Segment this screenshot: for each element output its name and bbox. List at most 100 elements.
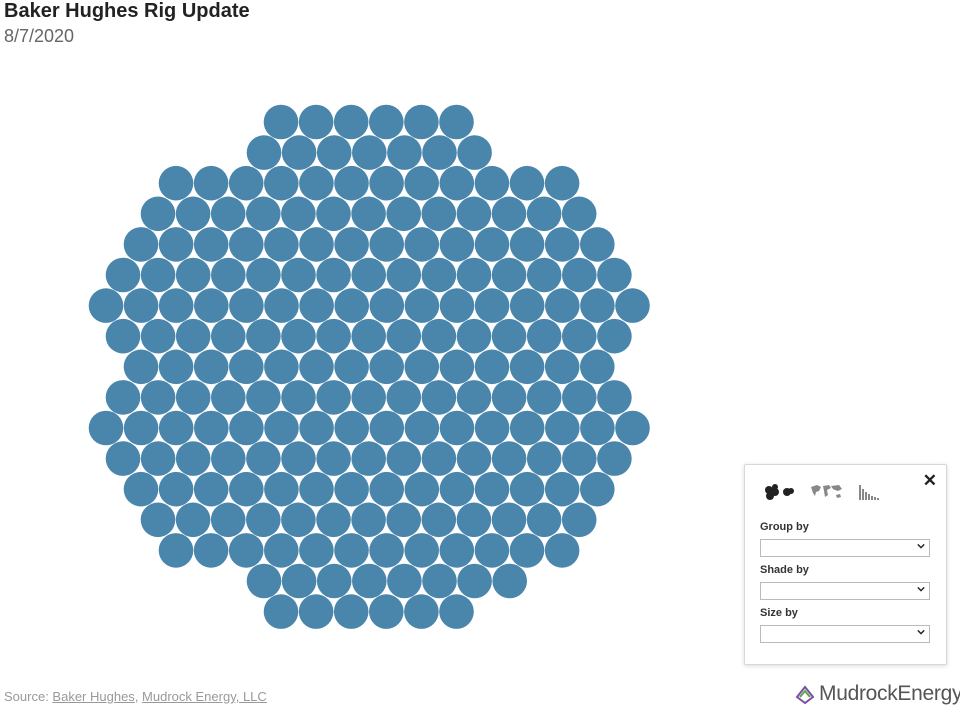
bubble[interactable] xyxy=(544,165,580,201)
bubble[interactable] xyxy=(123,471,159,507)
bubble[interactable] xyxy=(264,349,299,385)
bubble[interactable] xyxy=(334,227,369,262)
bubble[interactable] xyxy=(246,318,281,354)
bubble[interactable] xyxy=(175,380,211,415)
source-link-baker-hughes[interactable]: Baker Hughes xyxy=(52,689,135,704)
bubble[interactable] xyxy=(105,318,141,354)
bubble[interactable] xyxy=(140,257,176,293)
bubble[interactable] xyxy=(439,594,474,629)
bubble[interactable] xyxy=(369,349,405,385)
bubble[interactable] xyxy=(193,165,229,201)
bubble[interactable] xyxy=(334,410,370,446)
bubble[interactable] xyxy=(123,349,159,385)
bubble[interactable] xyxy=(509,227,545,262)
bubble[interactable] xyxy=(264,471,299,507)
bubble[interactable] xyxy=(580,227,615,262)
bubble[interactable] xyxy=(474,410,510,446)
bubble[interactable] xyxy=(474,288,510,323)
bubble[interactable] xyxy=(264,165,299,201)
bubble[interactable] xyxy=(544,471,580,507)
bubble[interactable] xyxy=(158,165,194,201)
bubble[interactable] xyxy=(229,471,264,507)
bubble[interactable] xyxy=(386,257,422,293)
bubble[interactable] xyxy=(404,349,440,385)
bubble[interactable] xyxy=(439,227,475,262)
bubble[interactable] xyxy=(229,288,264,323)
bubble[interactable] xyxy=(509,410,545,446)
bubble[interactable] xyxy=(281,257,316,293)
bubble[interactable] xyxy=(456,441,492,476)
bubble[interactable] xyxy=(228,533,264,568)
bubble[interactable] xyxy=(211,257,246,293)
bubble[interactable] xyxy=(404,165,440,201)
bubble[interactable] xyxy=(422,563,457,599)
bubble[interactable] xyxy=(369,594,404,629)
bubble[interactable] xyxy=(263,594,299,629)
bubble[interactable] xyxy=(562,441,597,476)
bubble[interactable] xyxy=(245,196,281,232)
histogram-icon[interactable] xyxy=(857,483,883,501)
bubble[interactable] xyxy=(526,380,562,415)
bubble[interactable] xyxy=(246,563,282,599)
bubble[interactable] xyxy=(421,380,457,415)
bubble[interactable] xyxy=(211,380,246,415)
bubbles-icon[interactable] xyxy=(763,483,795,501)
bubble[interactable] xyxy=(439,471,475,507)
bubble[interactable] xyxy=(351,380,387,415)
bubble[interactable] xyxy=(474,471,510,507)
bubble[interactable] xyxy=(369,533,404,568)
bubble[interactable] xyxy=(404,471,440,507)
bubble[interactable] xyxy=(210,502,246,538)
bubble[interactable] xyxy=(526,318,562,354)
bubble[interactable] xyxy=(158,288,194,323)
bubble[interactable] xyxy=(334,165,369,201)
bubble[interactable] xyxy=(281,380,316,415)
bubble[interactable] xyxy=(580,288,615,323)
bubble[interactable] xyxy=(281,196,316,232)
bubble[interactable] xyxy=(491,502,527,538)
bubble[interactable] xyxy=(597,441,632,476)
bubble[interactable] xyxy=(246,380,281,415)
bubble[interactable] xyxy=(386,502,422,538)
bubble[interactable] xyxy=(316,318,351,354)
bubble[interactable] xyxy=(544,227,580,262)
bubble[interactable] xyxy=(123,410,159,446)
bubble[interactable] xyxy=(421,318,457,354)
bubble[interactable] xyxy=(351,502,386,538)
bubble[interactable] xyxy=(352,563,387,599)
bubble[interactable] xyxy=(263,104,299,140)
bubble[interactable] xyxy=(246,441,281,476)
bubble[interactable] xyxy=(439,410,475,446)
bubble[interactable] xyxy=(229,410,264,446)
bubble[interactable] xyxy=(193,533,229,568)
bubble[interactable] xyxy=(264,288,299,323)
bubble[interactable] xyxy=(421,441,457,476)
bubble[interactable] xyxy=(105,441,141,476)
bubble[interactable] xyxy=(299,349,334,385)
group-by-select[interactable] xyxy=(760,539,930,557)
bubble[interactable] xyxy=(334,349,369,385)
bubble[interactable] xyxy=(140,318,176,354)
bubble[interactable] xyxy=(509,471,545,507)
bubble[interactable] xyxy=(229,349,264,385)
bubble[interactable] xyxy=(421,502,457,538)
bubble[interactable] xyxy=(580,471,615,507)
bubble[interactable] xyxy=(509,288,545,323)
bubble[interactable] xyxy=(193,227,229,262)
bubble[interactable] xyxy=(140,380,176,415)
bubble[interactable] xyxy=(369,227,405,262)
source-link-mudrock[interactable]: Mudrock Energy, LLC xyxy=(142,689,267,704)
bubble[interactable] xyxy=(194,288,229,323)
bubble[interactable] xyxy=(298,104,334,140)
bubble[interactable] xyxy=(561,196,597,232)
bubble[interactable] xyxy=(509,533,545,568)
bubble[interactable] xyxy=(351,257,387,293)
bubble[interactable] xyxy=(387,563,422,599)
mudrock-logo[interactable]: MudrockEnergy xyxy=(794,682,960,706)
bubble[interactable] xyxy=(404,533,440,568)
bubble[interactable] xyxy=(474,227,510,262)
bubble[interactable] xyxy=(193,471,229,507)
bubble[interactable] xyxy=(211,441,246,476)
bubble[interactable] xyxy=(333,104,369,140)
bubble[interactable] xyxy=(404,104,439,140)
